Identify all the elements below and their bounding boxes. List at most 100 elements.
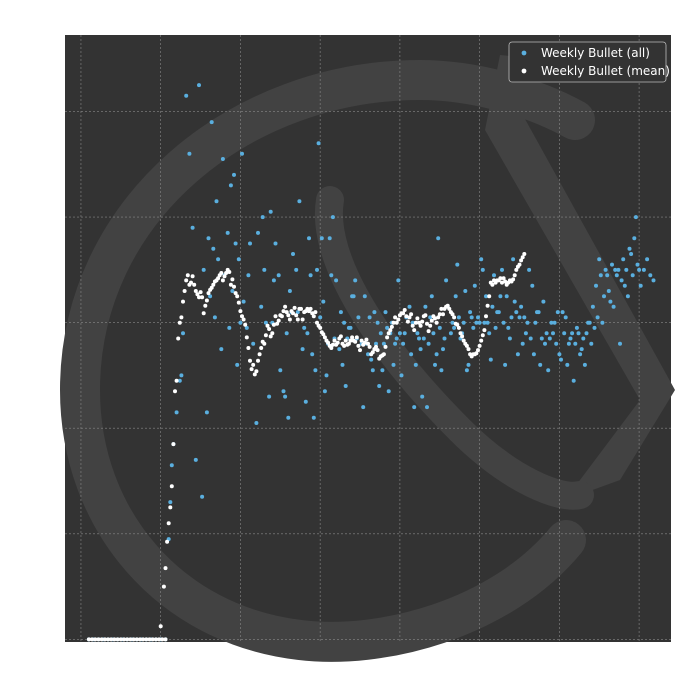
point-all — [421, 336, 426, 341]
point-mean — [407, 315, 412, 320]
point-all — [378, 331, 383, 336]
point-mean — [385, 335, 390, 340]
point-all — [581, 336, 586, 341]
point-mean — [388, 328, 393, 333]
point-mean — [174, 378, 179, 383]
point-all — [493, 325, 498, 330]
point-all — [262, 267, 267, 272]
point-mean — [279, 314, 284, 319]
point-all — [584, 331, 589, 336]
point-all — [291, 252, 295, 256]
point-mean — [177, 320, 182, 325]
point-all — [399, 373, 404, 378]
point-all — [402, 331, 407, 336]
point-mean — [179, 315, 184, 320]
point-mean — [452, 315, 457, 320]
point-mean — [96, 637, 101, 642]
point-mean — [112, 637, 117, 642]
point-mean — [322, 335, 327, 340]
point-mean — [131, 637, 136, 642]
point-mean — [329, 346, 334, 350]
point-mean — [134, 637, 139, 642]
point-mean — [157, 637, 162, 642]
point-mean — [338, 334, 343, 339]
point-all — [611, 304, 616, 309]
point-mean — [458, 331, 463, 336]
point-all — [559, 357, 563, 362]
point-all — [260, 215, 265, 220]
point-mean — [447, 306, 452, 311]
point-all — [555, 310, 560, 315]
point-all — [574, 325, 579, 330]
point-all — [383, 310, 388, 315]
point-all — [456, 315, 461, 320]
point-mean — [118, 637, 123, 642]
point-all — [362, 294, 367, 299]
point-mean — [230, 277, 235, 282]
point-mean — [514, 267, 519, 272]
point-mean — [311, 314, 316, 319]
point-all — [471, 325, 476, 330]
point-mean — [168, 505, 173, 510]
point-all — [273, 241, 278, 246]
point-mean — [490, 282, 495, 287]
point-mean — [204, 298, 209, 303]
point-mean — [308, 306, 313, 311]
point-mean — [356, 343, 361, 348]
point-all — [552, 320, 557, 325]
point-mean — [86, 637, 91, 642]
point-mean — [366, 341, 370, 346]
point-mean — [479, 338, 484, 343]
point-all — [412, 405, 417, 410]
point-mean — [350, 335, 355, 340]
point-mean — [370, 350, 375, 355]
point-all — [212, 315, 217, 320]
point-all — [418, 347, 423, 352]
legend-marker-mean — [521, 68, 527, 74]
point-mean — [281, 309, 286, 314]
point-all — [603, 267, 608, 272]
point-all — [256, 230, 260, 235]
series-weekly-bullet-mean — [86, 252, 527, 642]
point-all — [469, 315, 474, 320]
point-mean — [236, 300, 241, 305]
point-mean — [138, 637, 142, 642]
point-all — [401, 341, 406, 346]
point-all — [238, 320, 243, 325]
point-all — [370, 368, 375, 373]
point-mean — [189, 280, 193, 285]
point-mean — [426, 329, 431, 334]
point-mean — [267, 327, 272, 331]
point-mean — [455, 322, 460, 327]
point-all — [295, 310, 300, 315]
point-mean — [228, 282, 233, 287]
point-mean — [200, 295, 205, 300]
point-all — [394, 336, 399, 341]
point-mean — [147, 637, 152, 642]
point-all — [496, 310, 501, 315]
point-mean — [259, 346, 264, 350]
point-mean — [383, 344, 388, 349]
point-all — [627, 246, 632, 251]
point-mean — [461, 338, 466, 343]
point-all — [300, 347, 305, 352]
point-all — [311, 415, 316, 420]
point-mean — [503, 279, 508, 284]
point-all — [236, 257, 241, 262]
point-all — [259, 304, 264, 309]
point-all — [562, 331, 567, 336]
point-mean — [299, 306, 303, 311]
watermark-logo — [59, 55, 675, 662]
point-all — [492, 273, 496, 278]
point-all — [600, 320, 605, 325]
point-mean — [482, 328, 487, 333]
point-mean — [477, 343, 482, 348]
point-mean — [450, 312, 455, 317]
point-all — [420, 394, 425, 399]
point-all — [543, 341, 547, 346]
point-mean — [321, 332, 326, 337]
legend: Weekly Bullet (all) Weekly Bullet (mean) — [508, 41, 670, 83]
point-mean — [125, 637, 130, 642]
point-all — [287, 289, 292, 293]
point-all — [595, 315, 600, 320]
